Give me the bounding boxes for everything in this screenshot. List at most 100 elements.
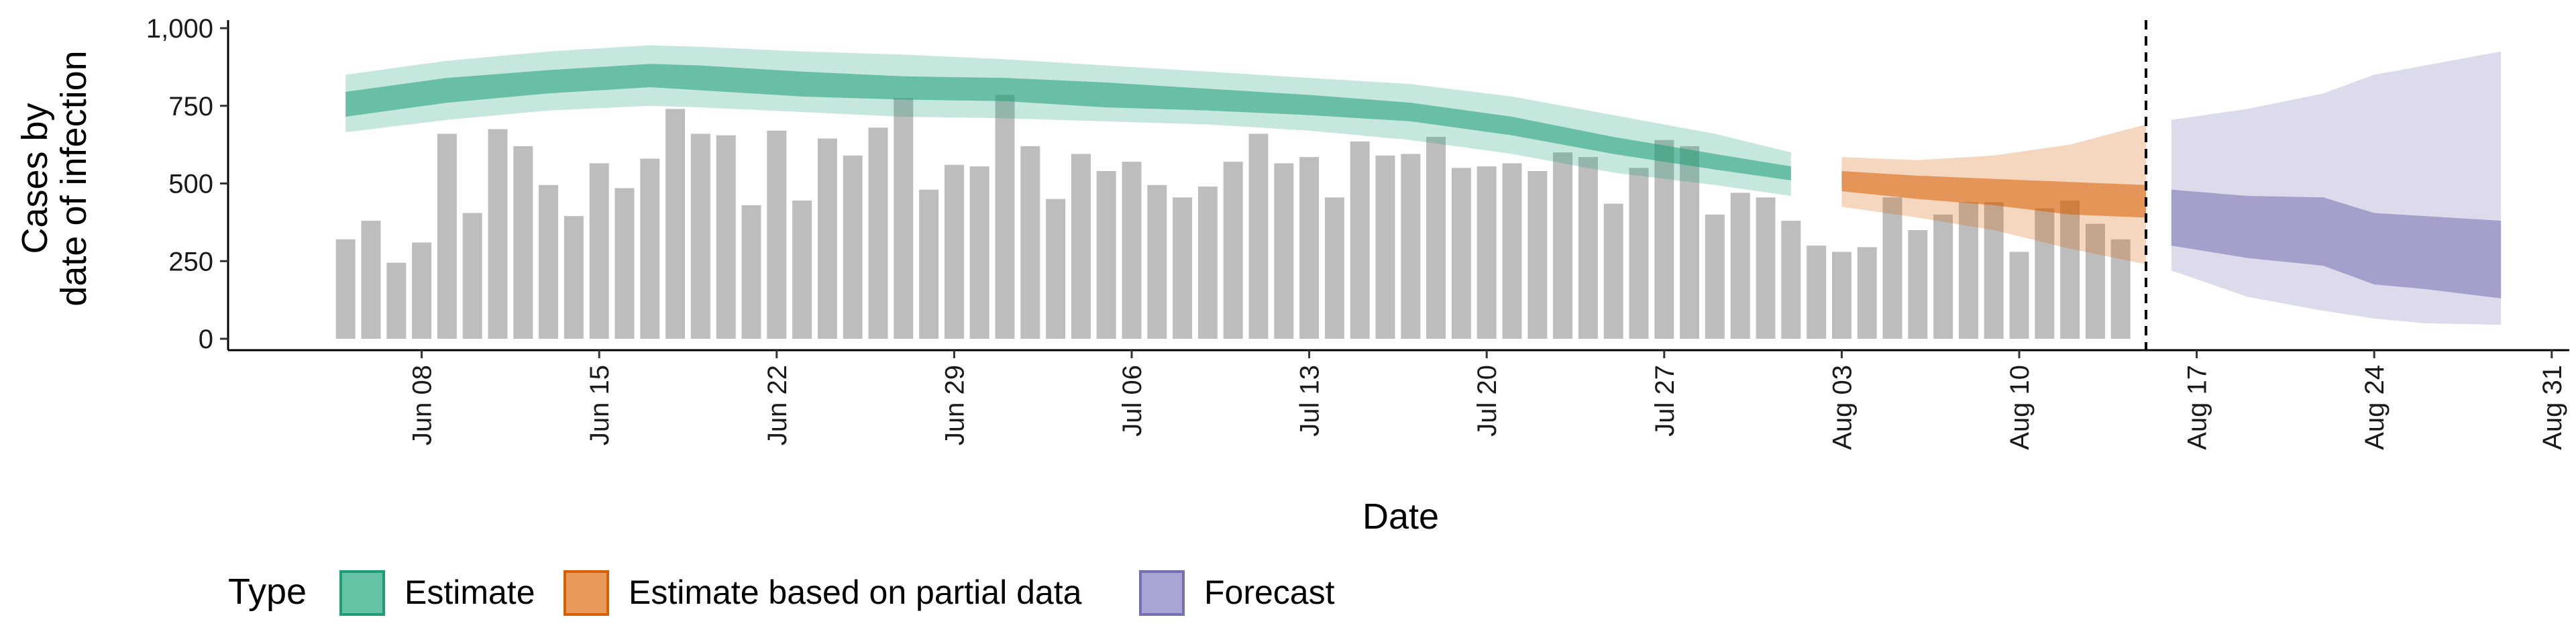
bar xyxy=(539,184,559,339)
bar xyxy=(1680,146,1700,339)
bar xyxy=(1502,163,1522,339)
x-tick-label: Jul 06 xyxy=(1118,365,1147,437)
bar xyxy=(1781,221,1801,339)
bar xyxy=(1020,146,1040,339)
x-tick-label: Jun 22 xyxy=(763,365,792,445)
bar xyxy=(1984,202,2004,339)
bar xyxy=(1401,154,1421,339)
bar xyxy=(1096,171,1116,339)
legend-swatch xyxy=(1139,570,1185,616)
bar xyxy=(1426,137,1446,339)
bar xyxy=(2085,223,2105,339)
series-1 xyxy=(1841,124,2146,264)
bar xyxy=(1375,155,1395,339)
series-0 xyxy=(345,45,1791,196)
bar xyxy=(919,189,939,339)
y-tick-label: 0 xyxy=(199,325,213,354)
bar xyxy=(716,135,736,339)
legend: Type Estimate Estimate based on partial da… xyxy=(228,570,1335,616)
bar xyxy=(1705,214,1725,339)
bar xyxy=(412,242,432,339)
x-tick-label: Aug 31 xyxy=(2538,365,2567,450)
bar xyxy=(1807,246,1827,339)
bar xyxy=(335,239,356,339)
legend-item: Forecast xyxy=(1139,570,1335,616)
bar xyxy=(843,155,863,339)
bands-layer xyxy=(345,45,2502,325)
bar xyxy=(1173,197,1193,339)
bar xyxy=(817,138,837,339)
bar xyxy=(2035,208,2055,339)
legend-swatch xyxy=(564,570,609,616)
bar xyxy=(1248,133,1269,339)
series-inner-band xyxy=(1841,171,2146,218)
bar xyxy=(969,166,989,339)
y-tick-label: 250 xyxy=(168,247,213,276)
x-tick-label: Jul 20 xyxy=(1472,365,1502,437)
bar xyxy=(513,146,533,339)
bar xyxy=(1882,197,1902,339)
bar xyxy=(665,109,686,339)
x-tick-label: Aug 10 xyxy=(2005,365,2035,450)
y-axis-title-line: date of infection xyxy=(54,50,94,306)
y-tick-label: 750 xyxy=(168,92,213,121)
bar xyxy=(1908,230,1928,339)
series-inner-band xyxy=(2171,189,2502,299)
x-tick-label: Jul 27 xyxy=(1650,365,1680,437)
bar xyxy=(488,129,508,339)
legend-swatch xyxy=(339,570,385,616)
bar xyxy=(564,216,584,339)
bar xyxy=(1730,193,1750,339)
bar xyxy=(386,262,407,339)
bar xyxy=(1857,247,1877,339)
bar xyxy=(1553,152,1573,339)
bar xyxy=(894,98,914,339)
bar xyxy=(462,213,482,339)
y-tick-label: 500 xyxy=(168,170,213,199)
bar xyxy=(1324,197,1344,339)
bar xyxy=(2110,239,2131,339)
bar xyxy=(1477,166,1497,339)
bar xyxy=(1350,142,1370,339)
legend-label: Estimate based on partial data xyxy=(629,574,1082,611)
bar xyxy=(2060,201,2080,339)
legend-label: Forecast xyxy=(1204,574,1335,611)
x-tick-label: Jun 15 xyxy=(585,365,614,445)
bar xyxy=(767,130,787,339)
bar xyxy=(944,164,964,339)
legend-label: Estimate xyxy=(405,574,535,611)
bar xyxy=(1046,199,1066,339)
bar xyxy=(1223,162,1243,339)
series-inner-band xyxy=(345,64,1791,180)
x-tick-label: Jun 29 xyxy=(940,365,969,445)
bar xyxy=(361,221,381,339)
bars-layer xyxy=(335,95,2131,339)
legend-title: Type xyxy=(228,572,307,612)
x-tick-label: Aug 17 xyxy=(2183,365,2212,450)
bar xyxy=(1451,168,1471,339)
bar xyxy=(589,163,609,339)
bar xyxy=(1071,154,1091,339)
bar xyxy=(1274,163,1294,339)
bar xyxy=(1831,252,1851,339)
x-axis-title: Date xyxy=(1362,496,1439,537)
bar xyxy=(640,158,660,339)
bar xyxy=(614,188,635,339)
legend-item: Estimate based on partial data xyxy=(564,570,1082,616)
bar xyxy=(1756,197,1776,339)
y-axis-title-line: Cases by xyxy=(15,103,55,254)
bar xyxy=(868,127,888,339)
bar xyxy=(1122,162,1142,339)
bar xyxy=(1527,171,1548,339)
axes-layer: 0 250 500 750 1,000 Jun 08 Jun 15 Jun 22 Jun 29 J… xyxy=(146,14,2569,450)
series-outer-band xyxy=(345,45,1791,196)
legend-item: Estimate xyxy=(339,570,535,616)
bar xyxy=(995,95,1015,339)
bar xyxy=(2009,252,2029,339)
series-2 xyxy=(2171,51,2502,325)
bar xyxy=(1958,202,1978,339)
bar xyxy=(1933,214,1953,339)
bar xyxy=(1197,186,1218,339)
bar xyxy=(1147,184,1167,339)
